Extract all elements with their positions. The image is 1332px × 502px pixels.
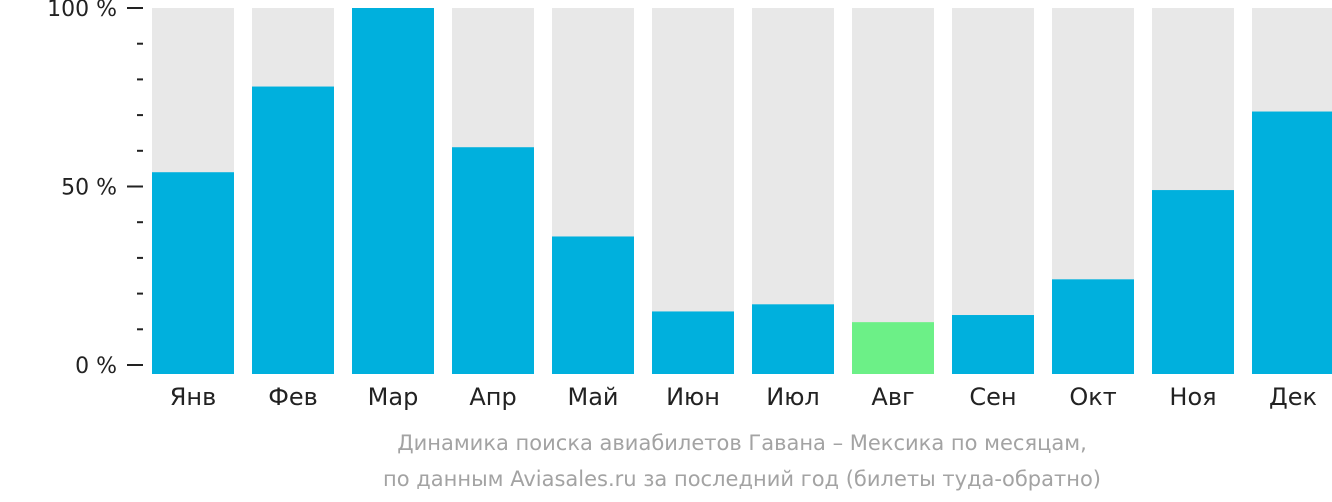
x-tick-label: Дек [1269, 383, 1317, 411]
bar [852, 322, 934, 374]
x-tick-label: Сен [969, 383, 1016, 411]
bar [1052, 279, 1134, 374]
x-tick-label: Окт [1069, 383, 1116, 411]
bar-chart: 0 % 50 % 100 % Янв Фев Мар Апр Май Июн Июл Авг Сен… [47, 0, 1332, 411]
x-tick-label: Май [567, 383, 618, 411]
y-tick-label: 100 % [47, 0, 117, 22]
x-tick-label: Фев [268, 383, 318, 411]
x-tick-label: Янв [170, 383, 217, 411]
bar [452, 147, 534, 374]
bar-track [852, 8, 934, 374]
bar [352, 8, 434, 374]
y-tick-label: 0 % [75, 354, 117, 379]
bar [952, 315, 1034, 374]
bar [1152, 190, 1234, 374]
bars [152, 8, 1332, 374]
x-tick-label: Апр [469, 383, 516, 411]
x-tick-label: Мар [368, 383, 419, 411]
x-tick-label: Авг [871, 383, 914, 411]
x-tick-label: Июн [666, 383, 720, 411]
y-axis: 0 % 50 % 100 % [47, 0, 143, 379]
bar [752, 304, 834, 374]
y-tick-label: 50 % [61, 176, 117, 201]
chart-caption-line-2: по данным Aviasales.ru за последний год … [383, 467, 1101, 491]
bar [252, 86, 334, 374]
bar [152, 172, 234, 374]
bar [552, 236, 634, 374]
chart-caption-line-1: Динамика поиска авиабилетов Гавана – Мек… [397, 431, 1087, 455]
bar-track [952, 8, 1034, 374]
bar [652, 311, 734, 374]
bar [1252, 111, 1332, 374]
x-axis-labels: Янв Фев Мар Апр Май Июн Июл Авг Сен Окт Ноя Дек [170, 383, 1317, 411]
x-tick-label: Июл [766, 383, 820, 411]
x-tick-label: Ноя [1169, 383, 1216, 411]
